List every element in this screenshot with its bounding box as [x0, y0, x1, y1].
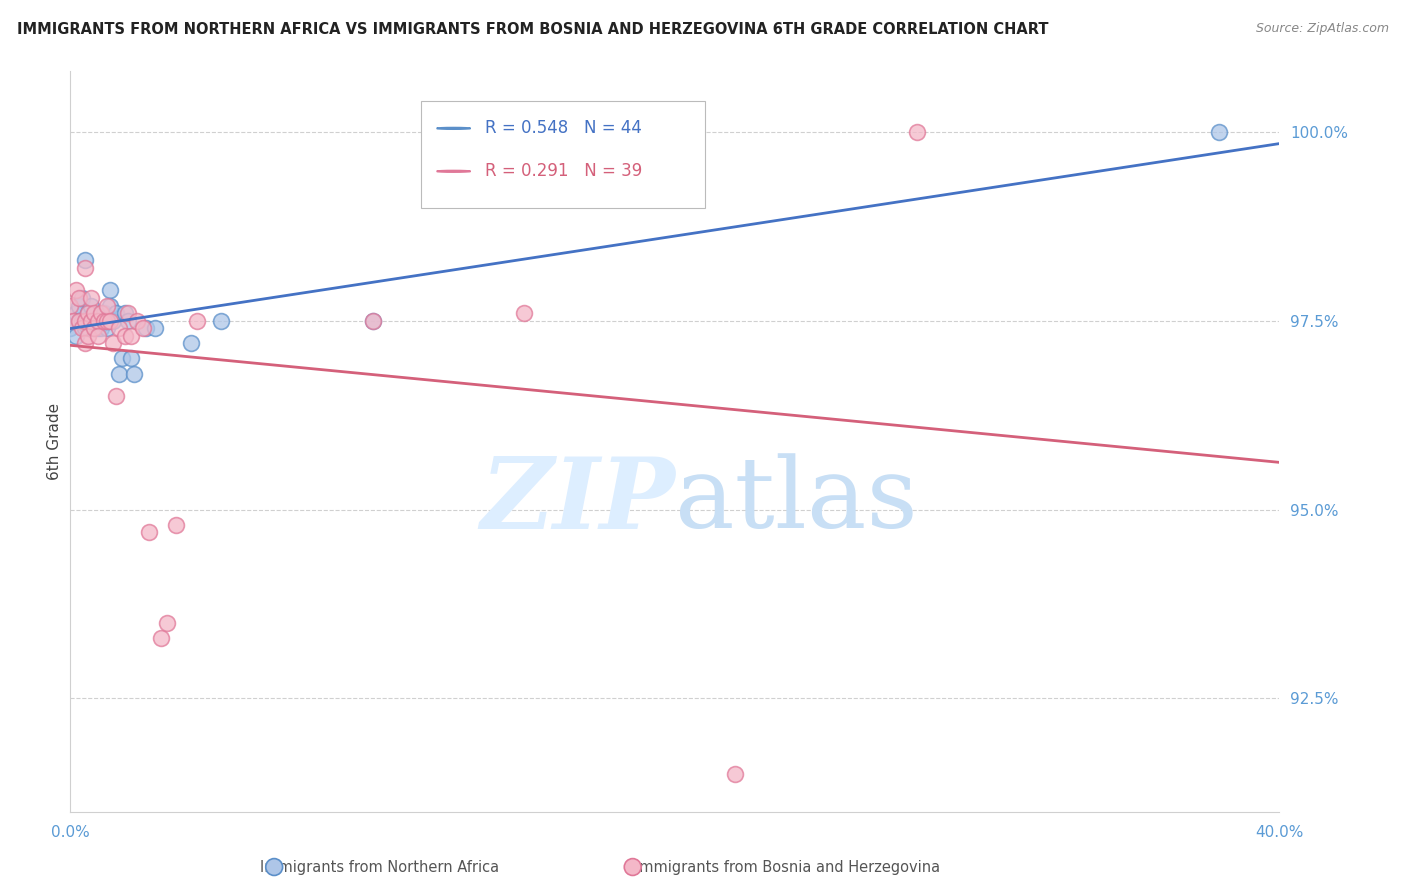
Point: [180, 336, 202, 351]
Point: [107, 321, 129, 335]
Point: [125, 313, 148, 327]
Point: [86, 313, 108, 327]
Point: [120, 328, 142, 343]
Text: atlas: atlas: [675, 453, 918, 549]
Point: [114, 328, 136, 343]
Point: [77, 306, 100, 320]
Point: [90, 313, 111, 327]
Point: [67, 291, 90, 305]
Point: [135, 321, 157, 335]
Point: [80, 313, 103, 327]
Text: Immigrants from Bosnia and Herzegovina: Immigrants from Bosnia and Herzegovina: [634, 860, 941, 874]
Point: [75, 336, 97, 351]
Point: [101, 313, 124, 327]
Ellipse shape: [437, 170, 471, 172]
Point: [62, 313, 84, 327]
Point: [77, 306, 100, 320]
Point: [77, 321, 100, 335]
Point: [122, 367, 145, 381]
Point: [101, 336, 124, 351]
Point: [104, 389, 127, 403]
Point: [75, 313, 97, 327]
Point: [98, 299, 121, 313]
Point: [361, 313, 384, 327]
Point: [90, 306, 111, 320]
Point: [59, 321, 82, 335]
Point: [75, 260, 97, 275]
Point: [98, 284, 121, 298]
Point: [65, 284, 87, 298]
Point: [107, 367, 129, 381]
Point: [75, 313, 97, 327]
Point: [114, 306, 136, 320]
Point: [83, 321, 105, 335]
Ellipse shape: [437, 128, 471, 129]
Point: [361, 313, 384, 327]
Point: [143, 321, 166, 335]
Point: [72, 291, 94, 305]
Point: [1208, 125, 1230, 139]
Point: [86, 328, 108, 343]
Point: [96, 313, 118, 327]
Text: R = 0.548   N = 44: R = 0.548 N = 44: [485, 120, 643, 137]
Text: Immigrants from Northern Africa: Immigrants from Northern Africa: [260, 860, 499, 874]
Point: [83, 321, 105, 335]
Point: [83, 313, 105, 327]
Point: [90, 321, 111, 335]
Point: [65, 306, 87, 320]
Point: [72, 313, 94, 327]
Point: [186, 313, 208, 327]
Point: [513, 306, 536, 320]
Point: [80, 299, 103, 313]
Point: [83, 306, 105, 320]
Point: [96, 299, 118, 313]
Point: [156, 615, 179, 630]
Point: [83, 313, 105, 327]
Point: [724, 767, 747, 781]
Point: [96, 313, 118, 327]
Point: [93, 313, 115, 327]
Point: [86, 321, 108, 335]
Text: R = 0.291   N = 39: R = 0.291 N = 39: [485, 162, 643, 180]
Point: [111, 351, 134, 366]
Point: [93, 306, 115, 320]
Point: [59, 299, 82, 313]
Point: [67, 313, 90, 327]
Y-axis label: 6th Grade: 6th Grade: [46, 403, 62, 480]
Point: [77, 328, 100, 343]
Point: [67, 299, 90, 313]
Point: [96, 321, 118, 335]
Point: [75, 321, 97, 335]
Point: [72, 321, 94, 335]
Point: [120, 351, 142, 366]
Point: [75, 253, 97, 268]
Point: [86, 313, 108, 327]
Point: [132, 321, 155, 335]
Point: [117, 306, 139, 320]
Point: [138, 525, 160, 540]
Point: [150, 631, 172, 645]
Text: IMMIGRANTS FROM NORTHERN AFRICA VS IMMIGRANTS FROM BOSNIA AND HERZEGOVINA 6TH GR: IMMIGRANTS FROM NORTHERN AFRICA VS IMMIG…: [17, 22, 1049, 37]
Point: [211, 313, 233, 327]
Point: [80, 291, 103, 305]
Point: [104, 306, 127, 320]
Point: [86, 313, 108, 327]
Point: [93, 313, 115, 327]
Point: [165, 517, 187, 532]
Point: [65, 328, 87, 343]
Point: [90, 306, 111, 320]
Point: [98, 313, 121, 327]
FancyBboxPatch shape: [420, 101, 706, 209]
Text: Source: ZipAtlas.com: Source: ZipAtlas.com: [1256, 22, 1389, 36]
Point: [80, 313, 103, 327]
Point: [905, 125, 928, 139]
Point: [62, 313, 84, 327]
Point: [117, 313, 139, 327]
Text: ZIP: ZIP: [479, 452, 675, 549]
Point: [67, 313, 90, 327]
